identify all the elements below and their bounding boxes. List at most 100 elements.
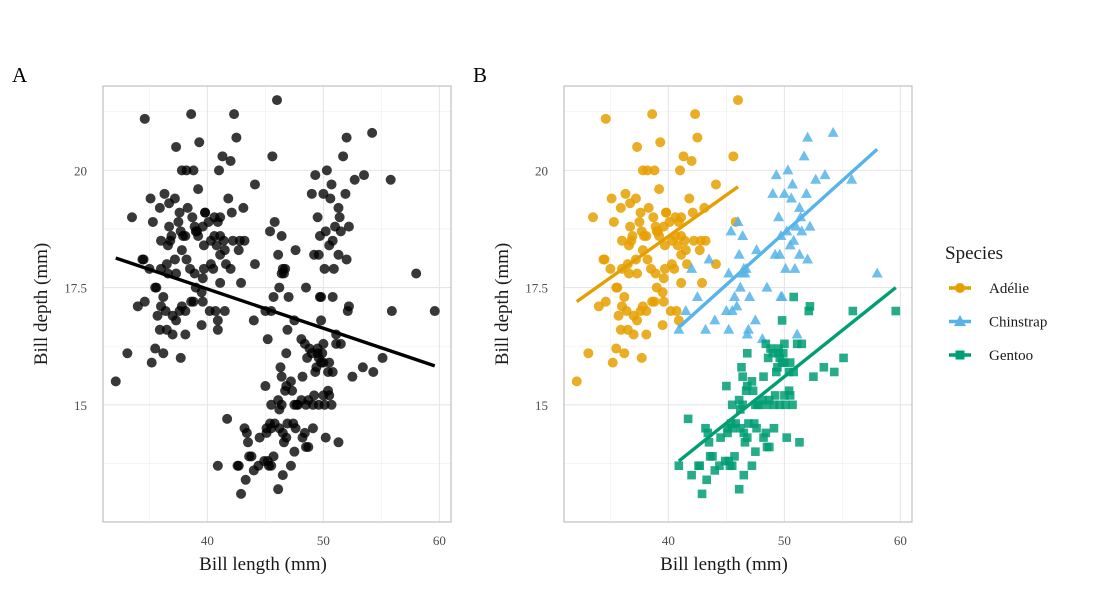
data-point (700, 323, 712, 334)
data-point (171, 141, 182, 152)
y-tick-label: 20 (74, 163, 87, 178)
data-point (299, 427, 310, 438)
data-point (625, 221, 636, 232)
data-point (619, 291, 630, 302)
data-point (692, 132, 703, 143)
data-point (778, 348, 788, 358)
data-point (739, 470, 749, 480)
data-point (122, 348, 133, 359)
data-point (742, 348, 752, 358)
data-point (810, 173, 822, 184)
data-point (780, 339, 789, 349)
data-point (657, 287, 668, 298)
data-point (848, 306, 858, 316)
data-point (657, 320, 668, 331)
data-point (303, 441, 314, 452)
data-point (197, 273, 208, 284)
data-point (181, 254, 192, 265)
data-point (138, 254, 149, 265)
data-point (189, 268, 200, 279)
x-tick-label: 50 (317, 533, 330, 548)
data-point (687, 470, 696, 480)
data-point (236, 277, 247, 288)
data-point (805, 302, 815, 311)
data-point (599, 254, 610, 265)
data-point (169, 254, 180, 265)
data-point (697, 489, 707, 499)
data-point (139, 113, 150, 124)
data-point (158, 348, 169, 359)
data-point (180, 306, 191, 317)
data-point (341, 132, 352, 143)
data-point (145, 193, 156, 204)
data-point (686, 156, 697, 167)
data-point (802, 253, 814, 264)
data-point (762, 400, 772, 410)
data-point (282, 324, 293, 335)
data-point (236, 488, 247, 499)
data-point (377, 352, 388, 363)
data-point (615, 324, 626, 335)
data-point (785, 358, 795, 367)
data-point (636, 352, 647, 363)
data-point (152, 310, 163, 321)
y-tick-label: 17.5 (64, 281, 87, 296)
y-tick-label: 15 (74, 398, 87, 413)
data-point (775, 353, 785, 363)
data-point (219, 245, 230, 256)
x-tick-label: 50 (778, 533, 791, 548)
data-point (703, 428, 713, 438)
x-tick-labels-a: 40 50 60 (201, 533, 446, 548)
data-point (655, 137, 666, 148)
y-tick-label: 15 (535, 398, 548, 413)
data-point (694, 245, 705, 256)
data-point (335, 226, 346, 237)
data-point (661, 207, 672, 218)
data-point (359, 170, 369, 181)
data-point (674, 461, 684, 471)
data-point (248, 315, 259, 326)
data-point (773, 362, 782, 372)
legend-key-marker (955, 350, 965, 360)
data-point (385, 174, 396, 185)
data-point (313, 249, 324, 260)
data-point (167, 329, 178, 340)
legend-label: Adélie (989, 281, 1029, 297)
data-point (778, 187, 790, 198)
data-point (628, 329, 639, 340)
data-point (669, 263, 680, 274)
x-axis-title-a: Bill length (mm) (199, 554, 327, 575)
data-point (180, 329, 191, 340)
data-point (776, 290, 788, 301)
data-point (687, 207, 698, 218)
data-point (781, 400, 790, 410)
data-point (306, 188, 317, 199)
data-point (793, 201, 805, 212)
data-point (769, 400, 779, 410)
data-point (809, 372, 818, 381)
trend-line (115, 256, 436, 368)
data-point (782, 433, 792, 442)
data-point (239, 235, 250, 246)
data-point (800, 187, 812, 198)
data-point (649, 165, 660, 176)
panel-tag-a: A (12, 63, 28, 87)
data-point (218, 235, 229, 246)
trend-lines-b (575, 148, 897, 463)
data-point (276, 231, 287, 242)
data-point (212, 324, 223, 335)
data-point (632, 141, 643, 152)
data-point (127, 212, 137, 223)
data-point (747, 377, 757, 386)
data-point (289, 446, 300, 457)
data-point (312, 212, 323, 223)
legend-entry: Chinstrap (949, 315, 1047, 331)
data-point (715, 461, 724, 471)
data-point (196, 287, 207, 298)
data-point (761, 339, 771, 349)
data-point (846, 173, 858, 184)
data-point (588, 212, 598, 223)
data-point (175, 352, 186, 363)
data-point (605, 263, 616, 274)
